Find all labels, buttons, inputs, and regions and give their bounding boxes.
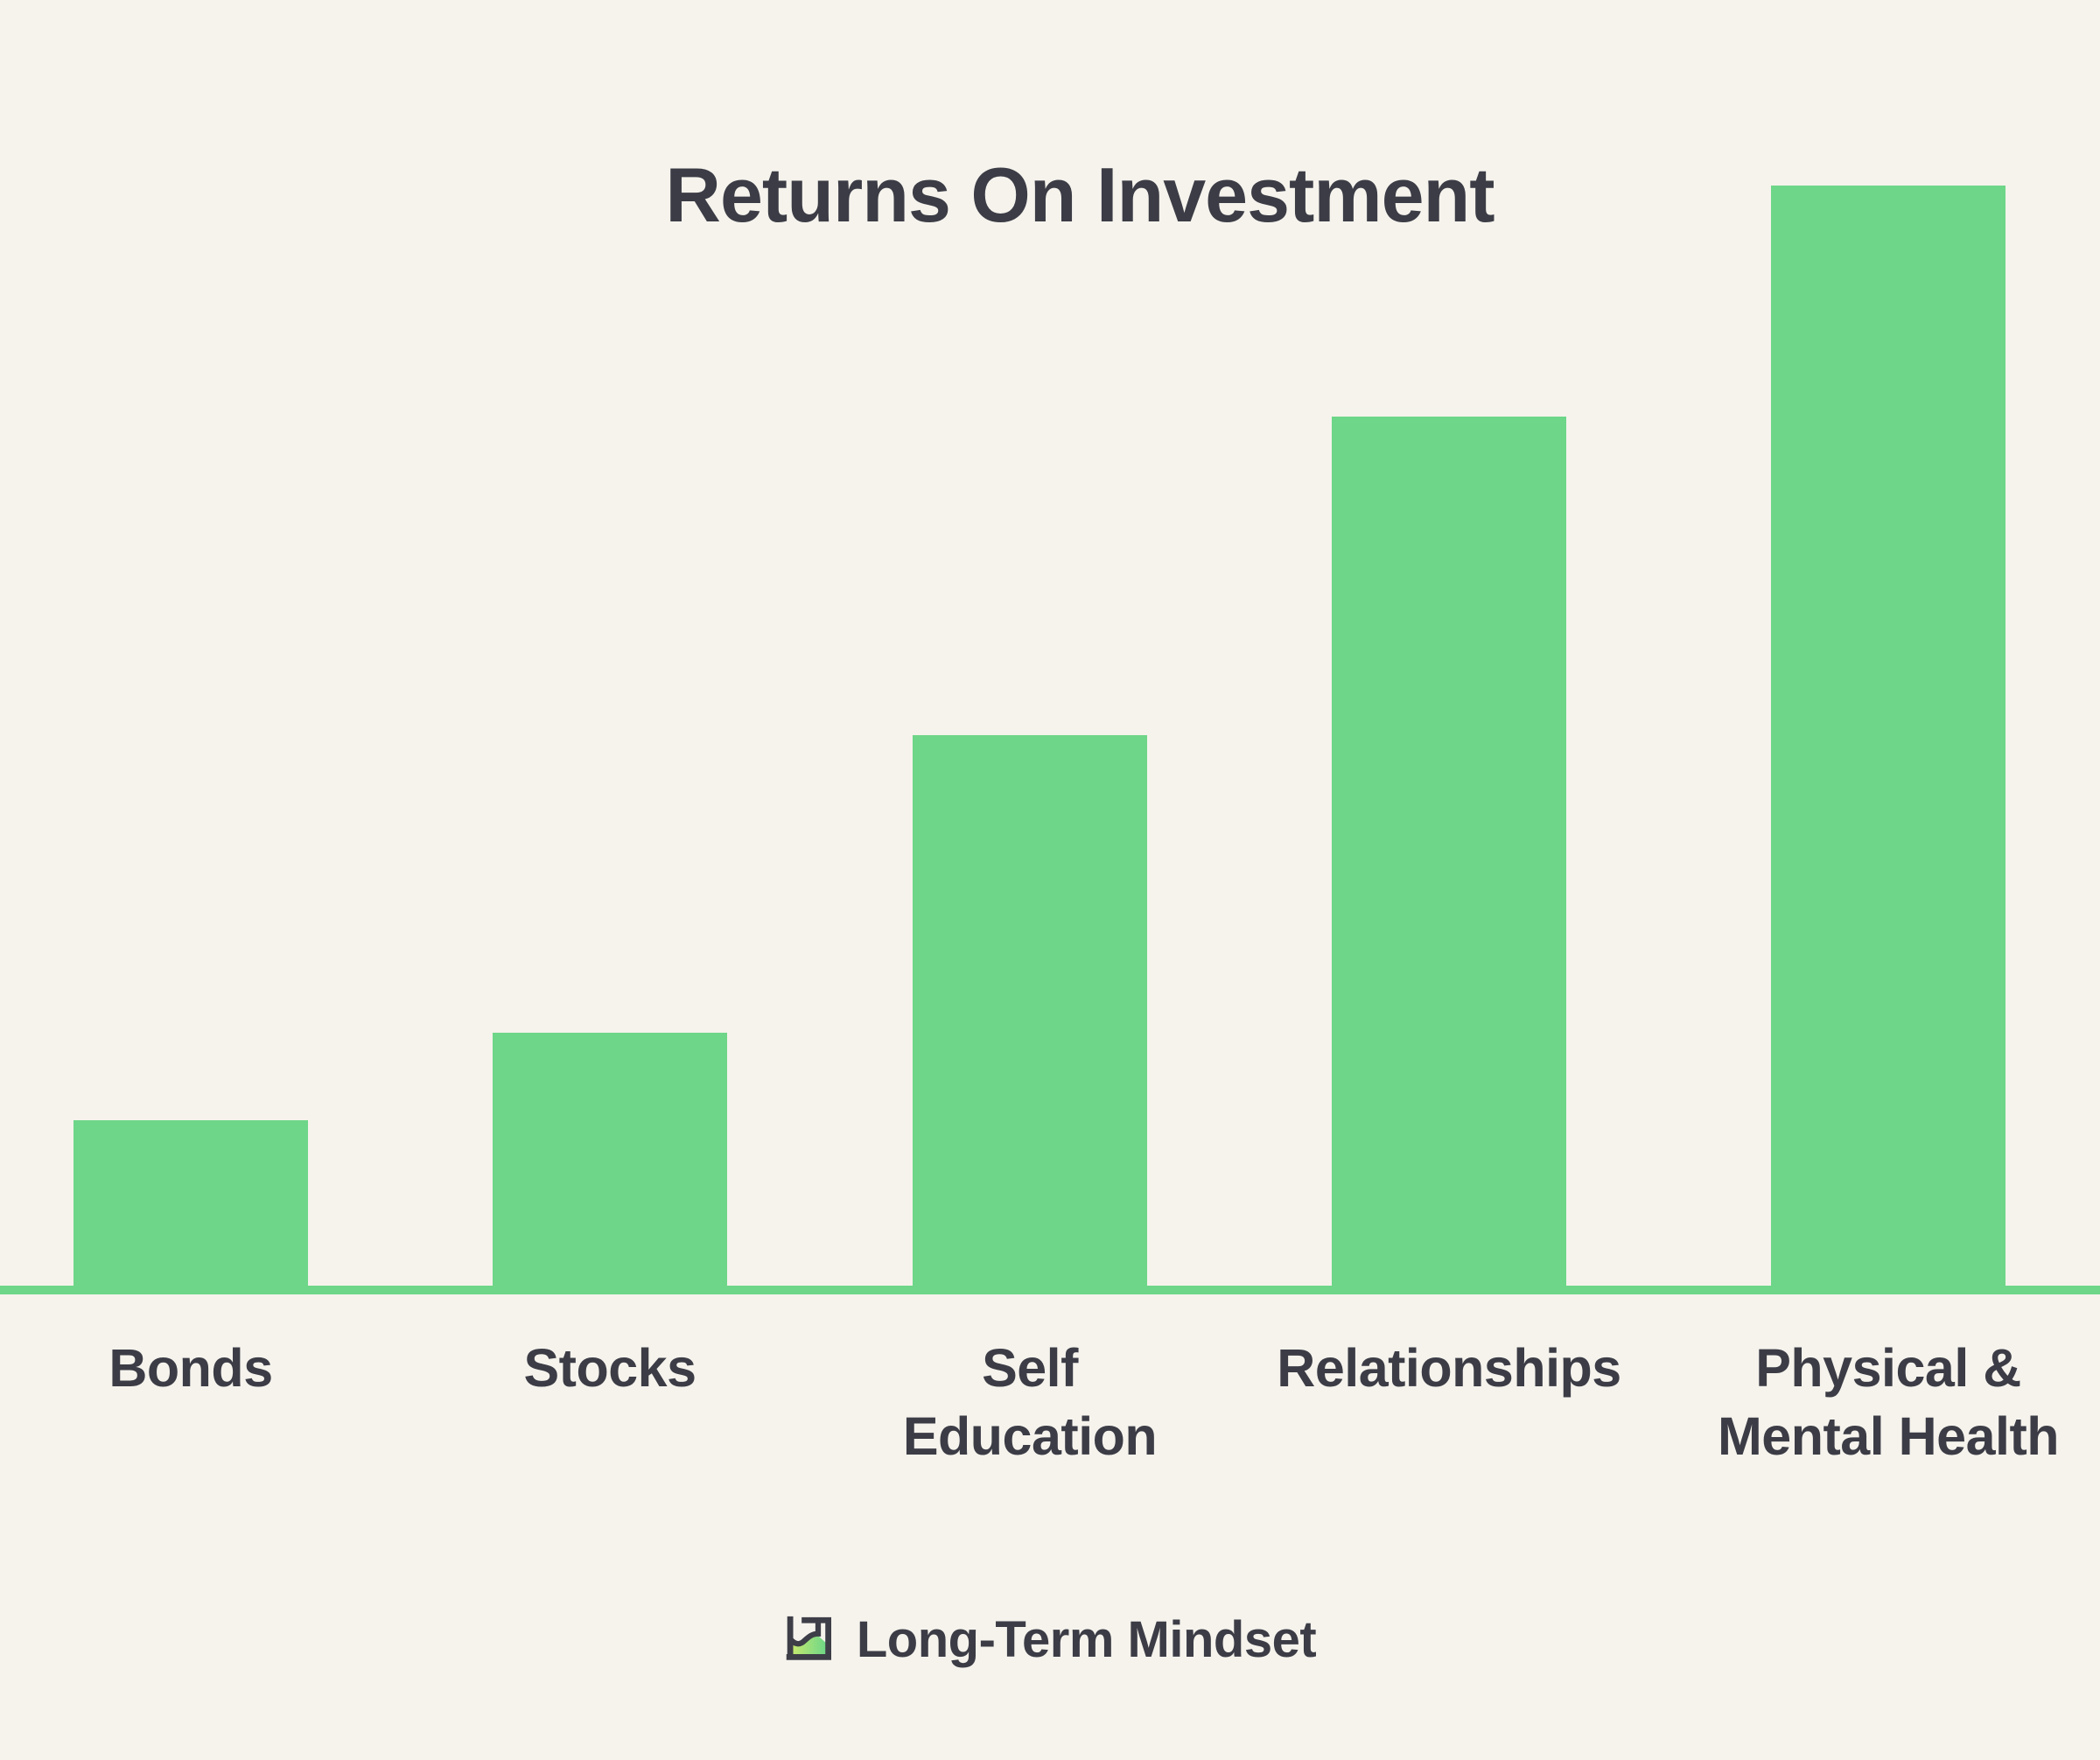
bar-relationships [1332,417,1566,1286]
chart-title: Returns On Investment [665,151,1494,238]
bar-stocks [493,1033,727,1286]
brand-name: Long-Term Mindset [856,1611,1317,1668]
bar-label-relationships: Relationships [1277,1338,1621,1398]
brand-footer: Long-Term Mindset [784,1610,1317,1669]
bar-self-education [913,735,1147,1286]
bar-label-bonds: Bonds [108,1338,273,1398]
bar-label-stocks: Stocks [523,1338,696,1398]
bar-label-physical-mental-health: Physical & Mental Health [1717,1338,2060,1466]
x-axis-baseline [0,1286,2100,1294]
bar-label-self-education: Self Education [902,1338,1158,1466]
bar-physical-mental-health [1771,186,2006,1286]
line-chart-logo-icon [786,1616,831,1660]
bar-bonds [74,1120,308,1286]
